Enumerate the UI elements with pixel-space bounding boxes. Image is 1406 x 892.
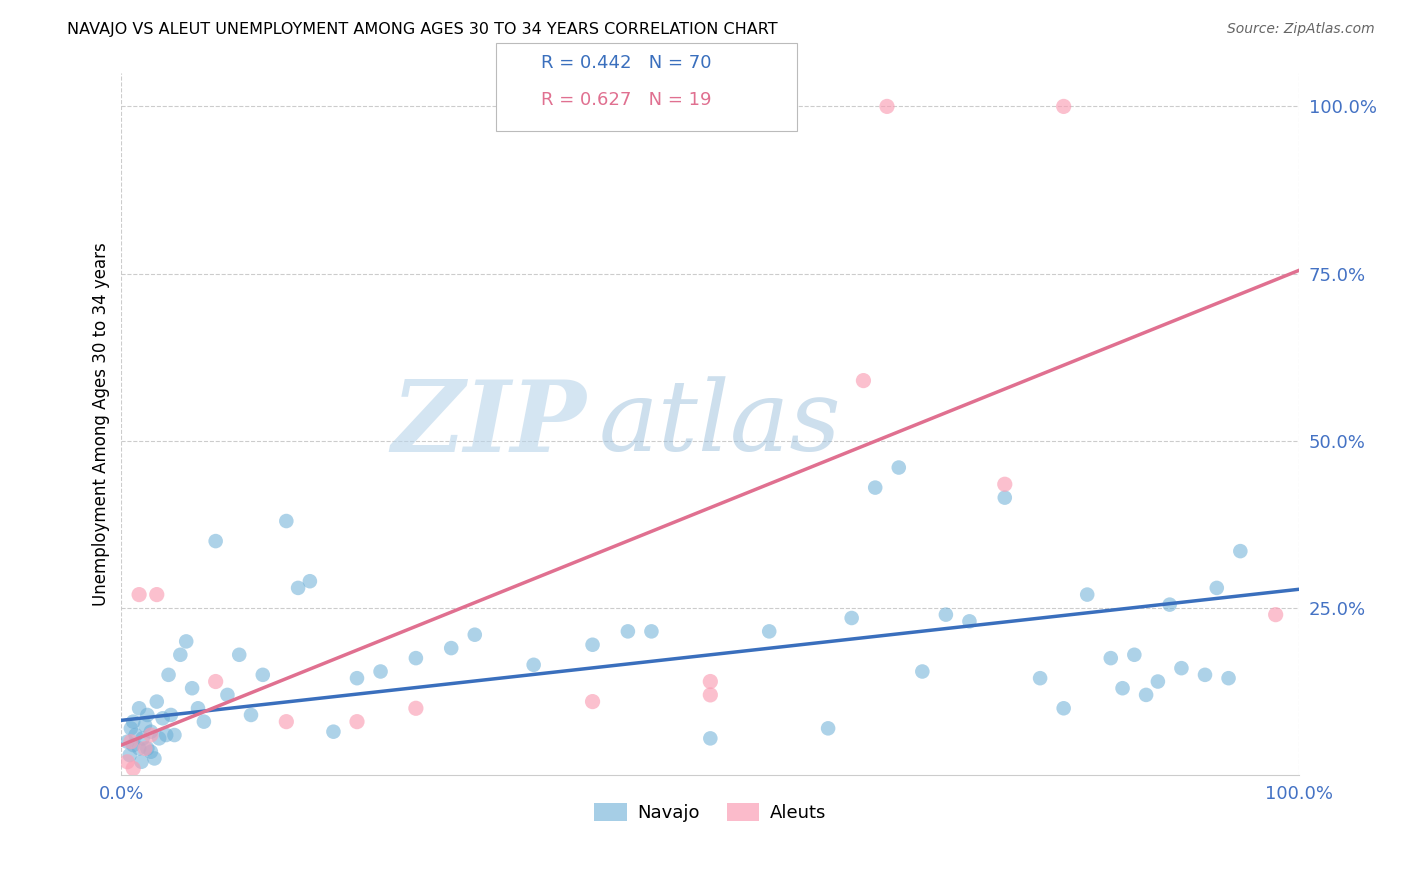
- Aleuts: [699, 688, 721, 702]
- Navajo: [118, 748, 141, 763]
- Navajo: [581, 638, 603, 652]
- Navajo: [841, 611, 863, 625]
- Navajo: [1170, 661, 1192, 675]
- Navajo: [994, 491, 1017, 505]
- Navajo: [1029, 671, 1052, 685]
- Navajo: [160, 708, 183, 723]
- Navajo: [1218, 671, 1240, 685]
- Aleuts: [994, 477, 1017, 491]
- Navajo: [370, 665, 392, 679]
- Navajo: [617, 624, 640, 639]
- Aleuts: [581, 695, 603, 709]
- Aleuts: [346, 714, 368, 729]
- Navajo: [287, 581, 309, 595]
- Navajo: [1076, 588, 1098, 602]
- Text: ZIP: ZIP: [392, 376, 586, 473]
- Navajo: [322, 724, 344, 739]
- Navajo: [240, 708, 263, 723]
- Navajo: [1053, 701, 1076, 715]
- Navajo: [131, 755, 153, 769]
- Navajo: [174, 634, 197, 648]
- Navajo: [155, 728, 177, 742]
- Navajo: [217, 688, 239, 702]
- Aleuts: [852, 374, 875, 388]
- Text: NAVAJO VS ALEUT UNEMPLOYMENT AMONG AGES 30 TO 34 YEARS CORRELATION CHART: NAVAJO VS ALEUT UNEMPLOYMENT AMONG AGES …: [67, 22, 778, 37]
- Navajo: [134, 718, 156, 732]
- Navajo: [464, 628, 486, 642]
- Navajo: [1194, 668, 1216, 682]
- Aleuts: [699, 674, 721, 689]
- Navajo: [136, 741, 159, 756]
- Navajo: [252, 668, 274, 682]
- Aleuts: [1264, 607, 1286, 622]
- Navajo: [163, 728, 186, 742]
- Navajo: [139, 745, 162, 759]
- Navajo: [758, 624, 780, 639]
- Navajo: [887, 460, 910, 475]
- Navajo: [204, 534, 226, 549]
- Navajo: [169, 648, 191, 662]
- Navajo: [405, 651, 427, 665]
- Text: atlas: atlas: [599, 376, 841, 472]
- Aleuts: [276, 714, 298, 729]
- Navajo: [122, 738, 145, 752]
- Navajo: [1099, 651, 1122, 665]
- Navajo: [148, 731, 170, 746]
- Aleuts: [204, 674, 226, 689]
- Navajo: [187, 701, 209, 715]
- Navajo: [959, 615, 981, 629]
- Navajo: [1123, 648, 1146, 662]
- Navajo: [128, 741, 150, 756]
- Navajo: [131, 731, 153, 746]
- Aleuts: [876, 99, 898, 113]
- Navajo: [128, 701, 150, 715]
- Aleuts: [120, 735, 142, 749]
- Navajo: [1159, 598, 1181, 612]
- Navajo: [346, 671, 368, 685]
- Navajo: [298, 574, 321, 589]
- Navajo: [124, 728, 146, 742]
- Navajo: [440, 641, 463, 656]
- Navajo: [143, 751, 166, 765]
- Y-axis label: Unemployment Among Ages 30 to 34 years: Unemployment Among Ages 30 to 34 years: [93, 243, 110, 606]
- Aleuts: [122, 762, 145, 776]
- Navajo: [276, 514, 298, 528]
- Navajo: [136, 708, 159, 723]
- Aleuts: [405, 701, 427, 715]
- Navajo: [117, 735, 139, 749]
- Navajo: [139, 724, 162, 739]
- Navajo: [863, 481, 886, 495]
- Navajo: [181, 681, 204, 696]
- Navajo: [699, 731, 721, 746]
- Navajo: [152, 711, 174, 725]
- Text: Source: ZipAtlas.com: Source: ZipAtlas.com: [1227, 22, 1375, 37]
- Legend: Navajo, Aleuts: Navajo, Aleuts: [586, 796, 834, 830]
- Navajo: [935, 607, 957, 622]
- Navajo: [523, 657, 546, 672]
- Navajo: [228, 648, 250, 662]
- Navajo: [146, 695, 169, 709]
- Navajo: [120, 722, 142, 736]
- Navajo: [1147, 674, 1170, 689]
- Aleuts: [139, 728, 162, 742]
- Aleuts: [146, 588, 169, 602]
- Navajo: [640, 624, 662, 639]
- Navajo: [1111, 681, 1133, 696]
- Navajo: [1229, 544, 1251, 558]
- Text: R = 0.442   N = 70: R = 0.442 N = 70: [541, 54, 711, 71]
- Aleuts: [128, 588, 150, 602]
- Aleuts: [1053, 99, 1076, 113]
- Navajo: [1205, 581, 1227, 595]
- Navajo: [817, 722, 839, 736]
- Text: R = 0.627   N = 19: R = 0.627 N = 19: [541, 91, 711, 109]
- Navajo: [193, 714, 215, 729]
- Navajo: [911, 665, 934, 679]
- Navajo: [157, 668, 180, 682]
- Aleuts: [134, 741, 156, 756]
- Navajo: [122, 714, 145, 729]
- Navajo: [1135, 688, 1157, 702]
- Aleuts: [117, 755, 139, 769]
